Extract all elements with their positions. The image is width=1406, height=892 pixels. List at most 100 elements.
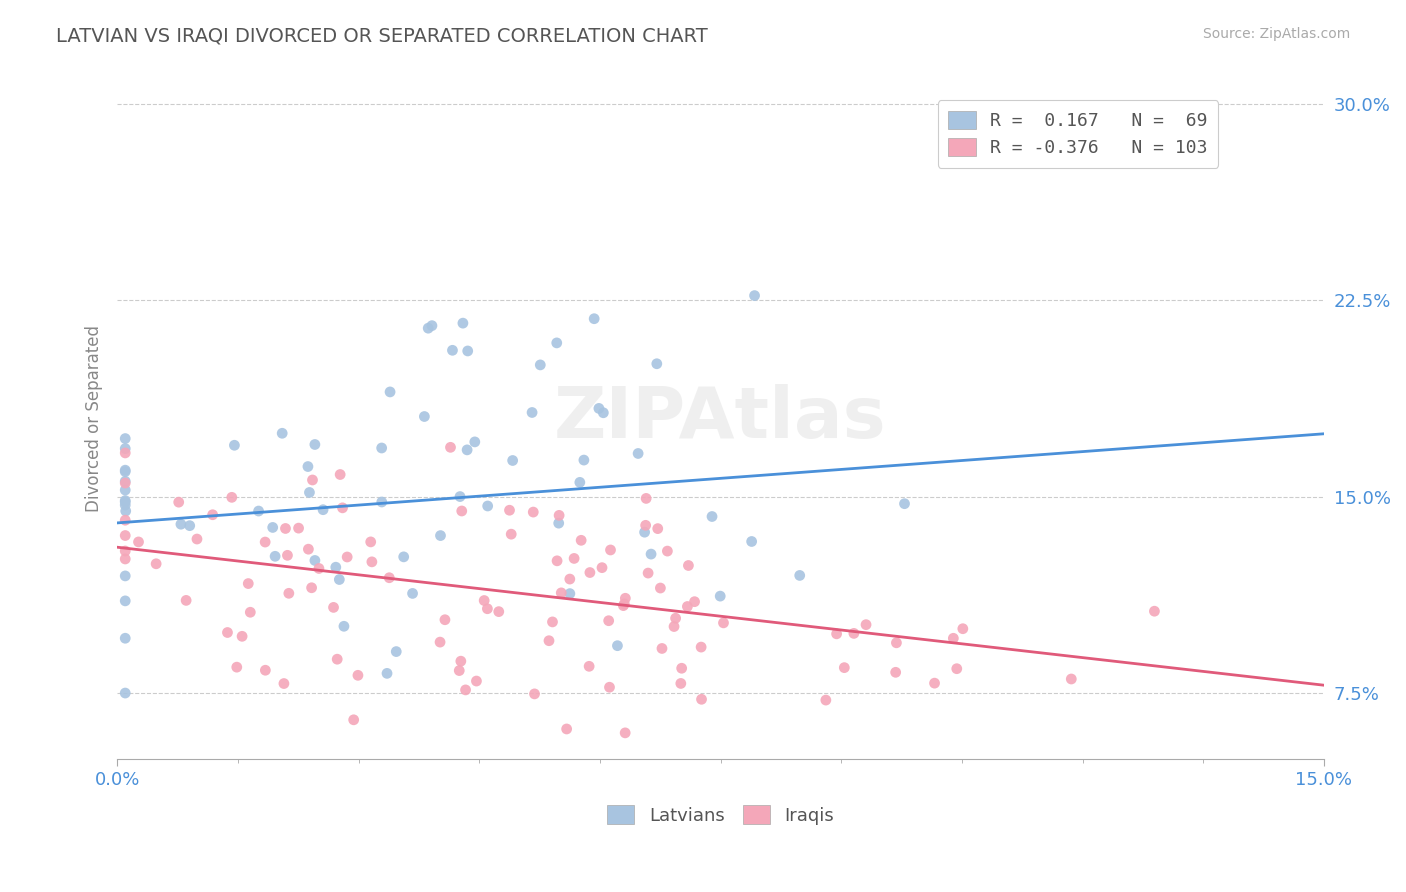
Point	[690, 692, 713, 706]
Point	[301, 581, 323, 595]
Point	[522, 505, 544, 519]
Point	[665, 611, 688, 625]
Point	[326, 652, 349, 666]
Point	[167, 495, 190, 509]
Point	[360, 555, 382, 569]
Point	[247, 504, 270, 518]
Point	[488, 605, 510, 619]
Point	[114, 465, 136, 479]
Point	[606, 639, 628, 653]
Point	[855, 617, 877, 632]
Point	[789, 568, 811, 582]
Point	[254, 535, 277, 549]
Point	[114, 483, 136, 497]
Point	[636, 491, 658, 506]
Point	[370, 441, 392, 455]
Point	[546, 554, 568, 568]
Point	[924, 676, 946, 690]
Point	[347, 668, 370, 682]
Point	[413, 409, 436, 424]
Point	[520, 405, 543, 419]
Point	[1143, 604, 1166, 618]
Point	[114, 432, 136, 446]
Point	[429, 528, 451, 542]
Point	[713, 615, 735, 630]
Point	[700, 509, 723, 524]
Point	[614, 591, 637, 606]
Point	[174, 593, 197, 607]
Point	[598, 614, 620, 628]
Point	[541, 615, 564, 629]
Point	[225, 660, 247, 674]
Point	[669, 676, 692, 690]
Point	[114, 475, 136, 489]
Point	[614, 726, 637, 740]
Point	[599, 543, 621, 558]
Point	[502, 453, 524, 467]
Point	[578, 659, 600, 673]
Point	[884, 665, 907, 680]
Point	[834, 660, 856, 674]
Point	[429, 635, 451, 649]
Point	[287, 521, 309, 535]
Point	[385, 644, 408, 658]
Point	[308, 561, 330, 575]
Point	[217, 625, 239, 640]
Point	[114, 476, 136, 491]
Point	[550, 586, 572, 600]
Point	[343, 713, 366, 727]
Point	[690, 640, 713, 654]
Point	[128, 535, 150, 549]
Point	[464, 434, 486, 449]
Point	[477, 499, 499, 513]
Point	[336, 549, 359, 564]
Point	[558, 572, 581, 586]
Point	[886, 636, 908, 650]
Point	[114, 594, 136, 608]
Point	[562, 551, 585, 566]
Point	[579, 566, 602, 580]
Point	[651, 641, 673, 656]
Point	[598, 680, 620, 694]
Point	[360, 535, 382, 549]
Point	[569, 533, 592, 548]
Y-axis label: Divorced or Separated: Divorced or Separated	[86, 325, 103, 512]
Point	[179, 518, 201, 533]
Point	[254, 663, 277, 677]
Point	[262, 520, 284, 534]
Point	[952, 622, 974, 636]
Point	[633, 525, 655, 540]
Point	[186, 532, 208, 546]
Point	[592, 406, 614, 420]
Point	[676, 599, 699, 614]
Point	[114, 686, 136, 700]
Point	[114, 493, 136, 508]
Point	[741, 534, 763, 549]
Legend: Latvians, Iraqis: Latvians, Iraqis	[600, 798, 841, 831]
Point	[114, 495, 136, 509]
Point	[450, 504, 472, 518]
Point	[547, 516, 569, 530]
Point	[114, 513, 136, 527]
Point	[273, 676, 295, 690]
Point	[276, 549, 298, 563]
Point	[683, 595, 706, 609]
Point	[449, 664, 471, 678]
Point	[114, 498, 136, 512]
Point	[401, 586, 423, 600]
Point	[297, 459, 319, 474]
Point	[498, 503, 520, 517]
Point	[477, 601, 499, 615]
Point	[572, 453, 595, 467]
Point	[650, 581, 672, 595]
Text: Source: ZipAtlas.com: Source: ZipAtlas.com	[1202, 27, 1350, 41]
Point	[201, 508, 224, 522]
Point	[420, 318, 443, 333]
Point	[114, 552, 136, 566]
Point	[548, 508, 571, 523]
Point	[591, 560, 613, 574]
Point	[322, 600, 344, 615]
Point	[114, 528, 136, 542]
Point	[304, 437, 326, 451]
Point	[114, 504, 136, 518]
